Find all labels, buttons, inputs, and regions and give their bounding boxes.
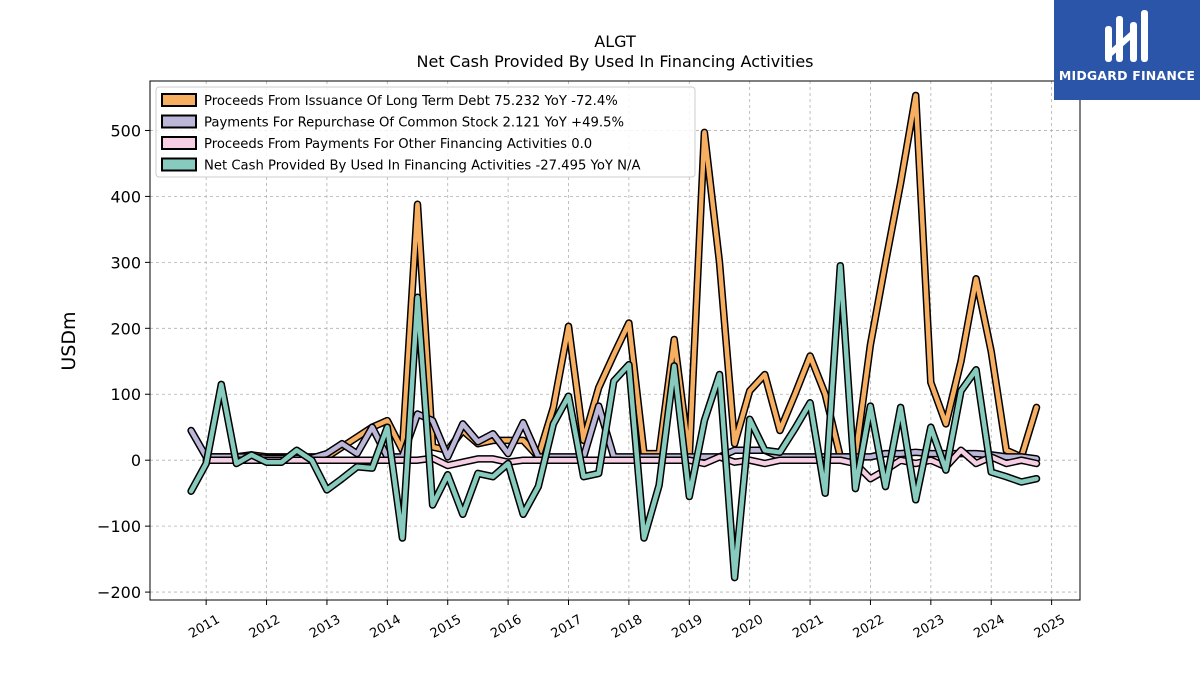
y-tick-label: 100	[110, 385, 141, 404]
chart-subtitle: Net Cash Provided By Used In Financing A…	[416, 52, 813, 71]
legend-swatch	[161, 114, 197, 129]
x-tick-label: 2024	[971, 612, 1007, 642]
y-tick-label: 0	[131, 451, 141, 470]
chart-title: ALGT	[594, 32, 636, 51]
series-line	[188, 263, 1039, 580]
brand-name: MIDGARD FINANCE	[1058, 68, 1196, 83]
y-axis-label: USDm	[58, 311, 80, 370]
series-3	[187, 261, 1041, 582]
x-tick-label: 2015	[428, 612, 464, 642]
series-line-outline	[187, 261, 1041, 582]
x-tick-label: 2023	[911, 612, 947, 642]
x-tick-label: 2018	[609, 612, 645, 642]
legend-item-label: Payments For Repurchase Of Common Stock …	[204, 116, 624, 131]
y-tick-label: 400	[110, 187, 141, 206]
x-tick-label: 2017	[549, 612, 585, 642]
legend-swatch	[161, 136, 197, 150]
x-tick-label: 2022	[851, 612, 887, 642]
plot-frame	[149, 80, 1081, 601]
y-tick-label: 300	[110, 253, 141, 272]
series-line	[203, 448, 1039, 481]
x-tick-label: 2019	[669, 612, 705, 642]
x-tick-label: 2014	[368, 612, 404, 642]
legend: Proceeds From Issuance Of Long Term Debt…	[155, 86, 696, 178]
brand-logo: MIDGARD FINANCE	[1054, 0, 1200, 100]
x-tick-label: 2012	[247, 612, 283, 642]
y-tick-label: −100	[97, 517, 141, 536]
x-tick-label: 2011	[186, 612, 222, 642]
legend-swatch	[161, 157, 197, 172]
y-tick-label: 200	[110, 319, 141, 338]
x-tick-label: 2016	[488, 612, 524, 642]
x-tick-label: 2025	[1032, 612, 1068, 642]
series-2	[202, 446, 1041, 483]
legend-swatch	[161, 93, 197, 107]
legend-item-label: Proceeds From Issuance Of Long Term Debt…	[204, 94, 618, 109]
legend-item-label: Net Cash Provided By Used In Financing A…	[204, 159, 641, 174]
x-tick-label: 2013	[307, 612, 343, 642]
y-tick-label: 500	[110, 121, 141, 140]
series-layer	[187, 91, 1041, 582]
x-tick-label: 2020	[730, 612, 766, 642]
legend-item-label: Proceeds From Payments For Other Financi…	[204, 137, 592, 152]
y-tick-label: −200	[97, 583, 141, 602]
legend-frame	[155, 86, 696, 178]
midgard-logo-icon	[1105, 10, 1148, 62]
x-tick-label: 2021	[790, 612, 826, 642]
